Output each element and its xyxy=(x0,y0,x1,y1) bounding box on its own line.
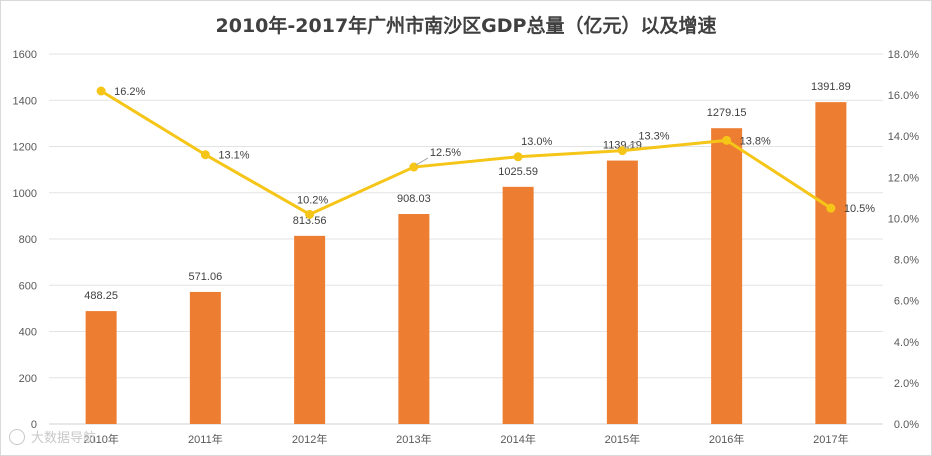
y-left-tick-label: 400 xyxy=(19,327,37,339)
growth-value-label: 13.8% xyxy=(740,135,771,147)
y-left-tick-label: 1000 xyxy=(13,188,37,200)
y-left-tick-label: 1400 xyxy=(13,95,37,107)
growth-value-label: 10.2% xyxy=(297,194,328,206)
y-right-tick-label: 18.0% xyxy=(888,49,919,61)
label-leader-line xyxy=(415,157,429,166)
y-left-tick-label: 1600 xyxy=(13,49,37,61)
y-right-tick-label: 8.0% xyxy=(894,255,919,267)
y-left-tick-label: 800 xyxy=(19,234,37,246)
growth-value-label: 12.5% xyxy=(430,147,461,159)
bar-value-label: 813.56 xyxy=(293,215,327,227)
bar-value-label: 488.25 xyxy=(84,290,118,302)
bar xyxy=(398,214,430,424)
growth-point xyxy=(826,203,836,213)
camera-watermark-icon xyxy=(9,429,25,445)
y-right-tick-label: 12.0% xyxy=(888,172,919,184)
y-left-tick-label: 600 xyxy=(19,280,37,292)
growth-value-label: 13.0% xyxy=(521,136,552,148)
x-tick-label: 2011年 xyxy=(188,432,223,446)
chart-title: 2010年-2017年广州市南沙区GDP总量（亿元）以及增速 xyxy=(215,15,717,37)
y-right-tick-label: 4.0% xyxy=(894,337,919,349)
bar-value-label: 1391.89 xyxy=(811,81,851,93)
x-tick-label: 2010年 xyxy=(83,432,118,446)
x-tick-label: 2012年 xyxy=(292,432,327,446)
growth-point xyxy=(96,86,106,96)
bar-value-label: 571.06 xyxy=(189,271,223,283)
bar-value-label: 1279.15 xyxy=(707,107,747,119)
growth-line xyxy=(100,89,832,216)
growth-value-label: 10.5% xyxy=(844,203,875,215)
y-right-tick-label: 16.0% xyxy=(888,90,919,102)
y-left-tick-label: 200 xyxy=(19,373,37,385)
watermark: 大数据导航 xyxy=(9,427,96,446)
y-right-tick-label: 10.0% xyxy=(888,213,919,225)
y-right-tick-label: 2.0% xyxy=(894,378,919,390)
bar xyxy=(606,160,638,424)
y-left-tick-label: 0 xyxy=(31,419,37,431)
bar xyxy=(85,311,117,424)
x-tick-label: 2015年 xyxy=(605,432,640,446)
bar xyxy=(502,186,534,424)
x-tick-label: 2014年 xyxy=(500,432,535,446)
x-tick-label: 2016年 xyxy=(709,432,744,446)
y-right-tick-label: 14.0% xyxy=(888,131,919,143)
growth-value-label: 13.1% xyxy=(218,150,249,162)
growth-point xyxy=(513,152,523,162)
growth-point xyxy=(200,150,210,160)
y-left-tick-label: 1200 xyxy=(13,142,37,154)
bar xyxy=(711,128,743,424)
y-right-tick-label: 0.0% xyxy=(894,419,919,431)
bar-value-label: 1025.59 xyxy=(498,166,538,178)
bar xyxy=(189,291,221,424)
bar xyxy=(294,235,326,424)
growth-value-label: 13.3% xyxy=(638,131,669,143)
bar-value-label: 908.03 xyxy=(397,193,431,205)
bar xyxy=(815,102,847,425)
x-tick-label: 2013年 xyxy=(396,432,431,446)
growth-point xyxy=(305,209,315,219)
y-right-tick-label: 6.0% xyxy=(894,296,919,308)
watermark-text: 大数据导航 xyxy=(31,431,97,446)
x-tick-label: 2017年 xyxy=(813,432,848,446)
label-leader-line xyxy=(624,141,637,150)
growth-value-label: 16.2% xyxy=(114,86,145,98)
growth-point xyxy=(722,135,732,145)
